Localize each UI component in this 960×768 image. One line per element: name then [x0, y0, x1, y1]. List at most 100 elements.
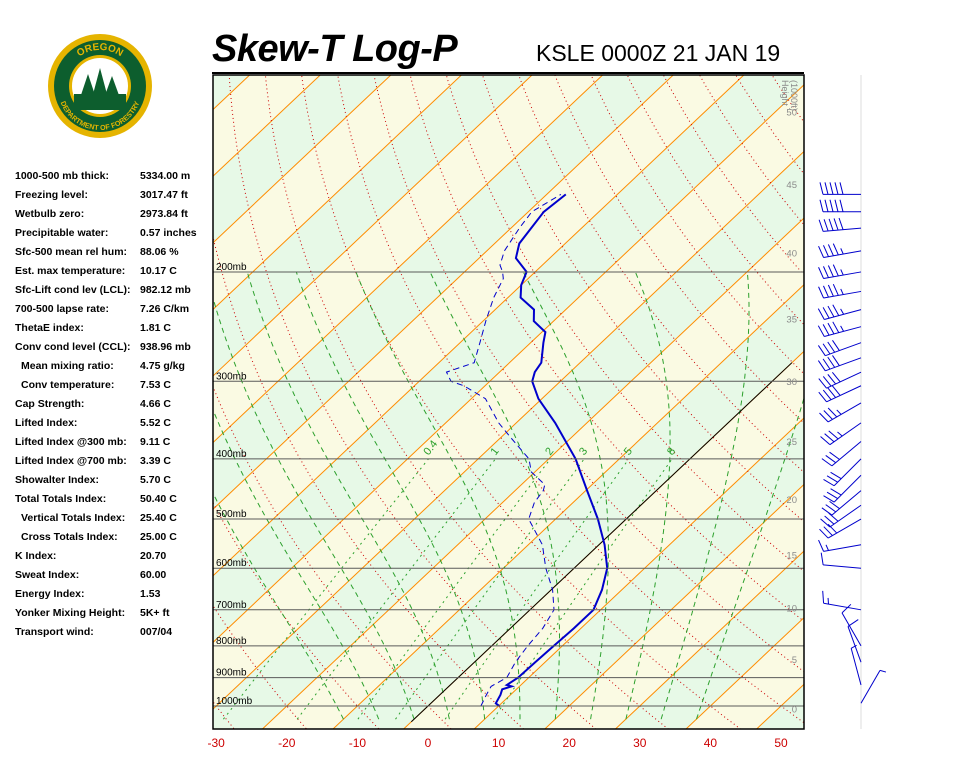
wind-barb-flag [823, 245, 829, 257]
stat-row: Conv cond level (CCL): 938.96 mb [15, 339, 215, 355]
wind-barb [818, 243, 862, 259]
stat-label: Sfc-500 mean rel hum: [15, 246, 128, 258]
moist-adiabat-line [213, 408, 380, 720]
stat-label: 1000-500 mb thick: [15, 170, 109, 182]
stat-row: Sweat Index: 60.00 [15, 567, 215, 583]
moist-adiabat-line [522, 271, 609, 720]
wind-barb-staff [826, 371, 862, 389]
wind-barb [841, 603, 862, 647]
wind-barb-flag [823, 266, 829, 278]
wind-barb-staff [833, 474, 862, 503]
wind-barb-flag [820, 518, 831, 528]
stat-value: 1.81 C [140, 322, 171, 334]
wind-barb-flag [832, 283, 839, 296]
mixing-ratio-line [492, 458, 673, 720]
moist-adiabat-line [660, 271, 750, 720]
stat-row: Lifted Index @700 mb: 3.39 C [15, 453, 215, 469]
stat-value: 7.26 C/km [140, 303, 190, 315]
wind-barb-flag [821, 458, 833, 467]
stat-label: Lifted Index @700 mb: [15, 455, 127, 467]
oregon-forestry-logo: OREGON DEPARTMENT OF FORESTRY [46, 32, 154, 140]
stat-row: Lifted Index: 5.52 C [15, 415, 215, 431]
isotherm-line [213, 84, 804, 644]
wind-barb [819, 402, 862, 423]
wind-barb-flag [834, 182, 839, 195]
wind-barb-half-flag [825, 544, 829, 551]
wind-barb-flag [826, 491, 838, 499]
wind-barb-half-flag [837, 431, 843, 437]
wind-barb [818, 371, 862, 389]
stat-label: Total Totals Index: [15, 493, 107, 505]
isotherm-line [261, 217, 804, 729]
wind-barb-flag [847, 619, 859, 627]
stat-value: 007/04 [140, 626, 173, 638]
wind-barb-flag [823, 526, 833, 536]
dry-adiabat-line [301, 75, 742, 729]
wind-barb-staff [823, 564, 862, 569]
wind-barb-flag [818, 219, 824, 232]
stat-label: Transport wind: [15, 626, 94, 638]
mixing-ratio-line [296, 458, 496, 720]
wind-barb-staff [841, 612, 862, 647]
wind-barb-staff [823, 290, 862, 299]
dry-adiabat-line [590, 75, 804, 375]
isotherm-line [0, 57, 199, 732]
stat-label: Conv temperature: [21, 379, 115, 391]
stat-value: 88.06 % [140, 246, 179, 258]
stat-row: Sfc-Lift cond lev (LCL): 982.12 mb [15, 282, 215, 298]
wind-barb-staff [823, 227, 862, 232]
x-tick-label: -30 [208, 736, 226, 750]
height-tick-label: 30 [786, 377, 797, 388]
wind-barb-flag [828, 512, 839, 522]
wind-barb-flag [819, 528, 829, 539]
isotherm-line [213, 75, 745, 577]
wind-barb-flag [839, 199, 844, 212]
wind-barb-flag [832, 243, 839, 256]
wind-barb [847, 619, 862, 663]
wind-barb [822, 590, 862, 611]
wind-barb-flag [827, 244, 834, 256]
isotherm-line [213, 150, 804, 710]
wind-barb [818, 283, 862, 299]
wind-barb [823, 458, 862, 487]
x-tick-label: 30 [633, 736, 647, 750]
wind-barb-staff [827, 518, 862, 539]
isotherm-line [213, 75, 533, 377]
stat-value: 25.40 C [140, 512, 177, 524]
stat-value: 938.96 mb [140, 341, 191, 353]
stat-value: 3.39 C [140, 455, 171, 467]
stat-label: Lifted Index @300 mb: [15, 436, 127, 448]
mixing-ratio-line [395, 458, 585, 720]
wind-barb-flag [818, 246, 825, 258]
stat-row: Transport wind: 007/04 [15, 624, 215, 640]
stat-label: Precipitable water: [15, 227, 109, 239]
wind-barb-flag [822, 358, 831, 370]
stat-row: Cap Strength: 4.66 C [15, 396, 215, 412]
stat-value: 9.11 C [140, 436, 171, 448]
wind-barb-staff [831, 490, 862, 516]
wind-barb-flag [827, 407, 838, 418]
wind-barb-flag [829, 500, 840, 510]
moist-adiabat-line [625, 271, 671, 720]
height-tick-label: 50 [786, 107, 797, 118]
stat-label: Vertical Totals Index: [21, 512, 126, 524]
stat-label: Mean mixing ratio: [21, 360, 114, 372]
stat-row: ThetaE index: 1.81 C [15, 320, 215, 336]
wind-barb-flag [832, 340, 840, 351]
wind-barb-flag [827, 305, 835, 318]
pressure-label: 800mb [216, 636, 247, 647]
moist-adiabat-line [213, 492, 344, 720]
wind-barb-flag [824, 182, 829, 195]
pressure-label: 600mb [216, 558, 247, 569]
stat-label: Freezing level: [15, 189, 88, 201]
wind-barb-half-flag [840, 248, 844, 255]
isotherm-line [473, 417, 804, 729]
wind-barb-flag [832, 321, 840, 333]
wind-barb-flag [817, 325, 825, 337]
wind-barb [821, 441, 862, 467]
temperature-band [0, 57, 128, 732]
wind-barb-flag [818, 539, 825, 552]
wind-barb [819, 199, 861, 213]
wind-barb-staff [829, 504, 862, 528]
stat-row: Total Totals Index: 50.40 C [15, 491, 215, 507]
